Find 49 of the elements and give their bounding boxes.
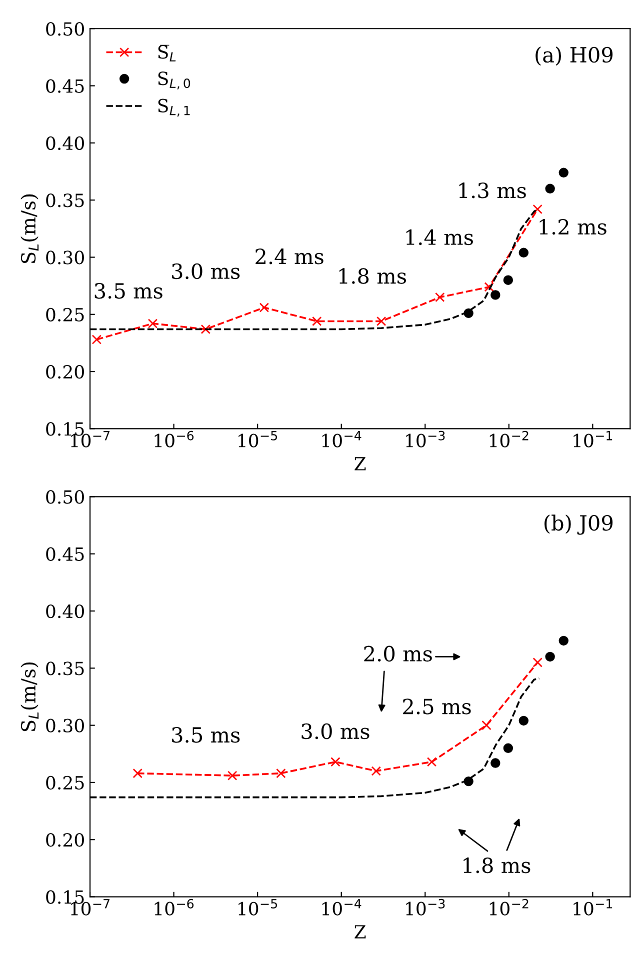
x-tick-label: 10$^{−5}$	[238, 431, 278, 448]
annotation: 3.0 ms	[302, 723, 370, 740]
annotation: (a) H09	[536, 46, 613, 66]
y-tick-label: 0.40	[46, 604, 84, 618]
legend-label: S$_{L,1}$	[158, 98, 190, 117]
annotation: 2.0 ms	[364, 646, 432, 662]
x-tick-label: 10$^{−1}$	[574, 431, 612, 448]
y-tick-label: 0.15	[46, 422, 84, 436]
y-tick-label: 0.20	[46, 833, 84, 847]
annotation: 2.4 ms	[256, 248, 324, 264]
y-tick-label: 0.45	[46, 79, 84, 93]
x-tick-label: 10$^{−4}$	[322, 899, 362, 916]
annotation: 3.5 ms	[94, 282, 162, 299]
legend-label: S̅$_{L}$	[158, 44, 176, 62]
annotation: 1.4 ms	[406, 229, 473, 246]
x-tick-label: 10$^{−5}$	[238, 899, 278, 916]
annotation: 3.0 ms	[172, 263, 240, 280]
x-tick-label: 10$^{−3}$	[406, 430, 445, 448]
annotation: 1.2 ms	[540, 218, 606, 235]
annotation: 1.8 ms	[464, 857, 530, 874]
y-tick-label: 0.25	[46, 308, 84, 322]
y-tick-label: 0.25	[46, 776, 84, 790]
y-tick-label: 0.15	[46, 890, 84, 904]
y-tick-label: 0.30	[46, 250, 84, 264]
y-tick-label: 0.50	[46, 490, 84, 504]
annotation: (b) J09	[544, 514, 613, 535]
x-tick-label: 10$^{−1}$	[574, 899, 612, 916]
legend-label: S$_{L,0}$	[158, 72, 190, 90]
annotation: 1.3 ms	[459, 182, 526, 198]
x-axis-title: Z	[354, 457, 366, 470]
y-tick-label: 0.35	[46, 662, 84, 676]
y-tick-label: 0.35	[46, 194, 84, 208]
annotation: 3.5 ms	[172, 727, 240, 743]
annotation: 1.8 ms	[339, 268, 406, 284]
x-tick-label: 10$^{−2}$	[490, 898, 528, 916]
x-tick-label: 10$^{−6}$	[154, 430, 194, 448]
y-tick-label: 0.40	[46, 136, 84, 150]
y-axis-title: S$_{L}$(m/s)	[20, 194, 39, 263]
y-tick-label: 0.20	[46, 364, 84, 379]
y-tick-label: 0.45	[46, 547, 84, 561]
x-tick-label: 10$^{−6}$	[154, 898, 194, 916]
y-tick-label: 0.50	[46, 22, 84, 36]
y-tick-label: 0.30	[46, 718, 84, 732]
annotation: 2.5 ms	[403, 698, 471, 714]
x-axis-title: Z	[354, 925, 366, 938]
x-tick-label: 10$^{−2}$	[490, 430, 528, 448]
x-tick-label: 10$^{−4}$	[322, 431, 362, 448]
y-axis-title: S$_{L}$(m/s)	[20, 662, 39, 732]
x-tick-label: 10$^{−3}$	[406, 898, 445, 916]
